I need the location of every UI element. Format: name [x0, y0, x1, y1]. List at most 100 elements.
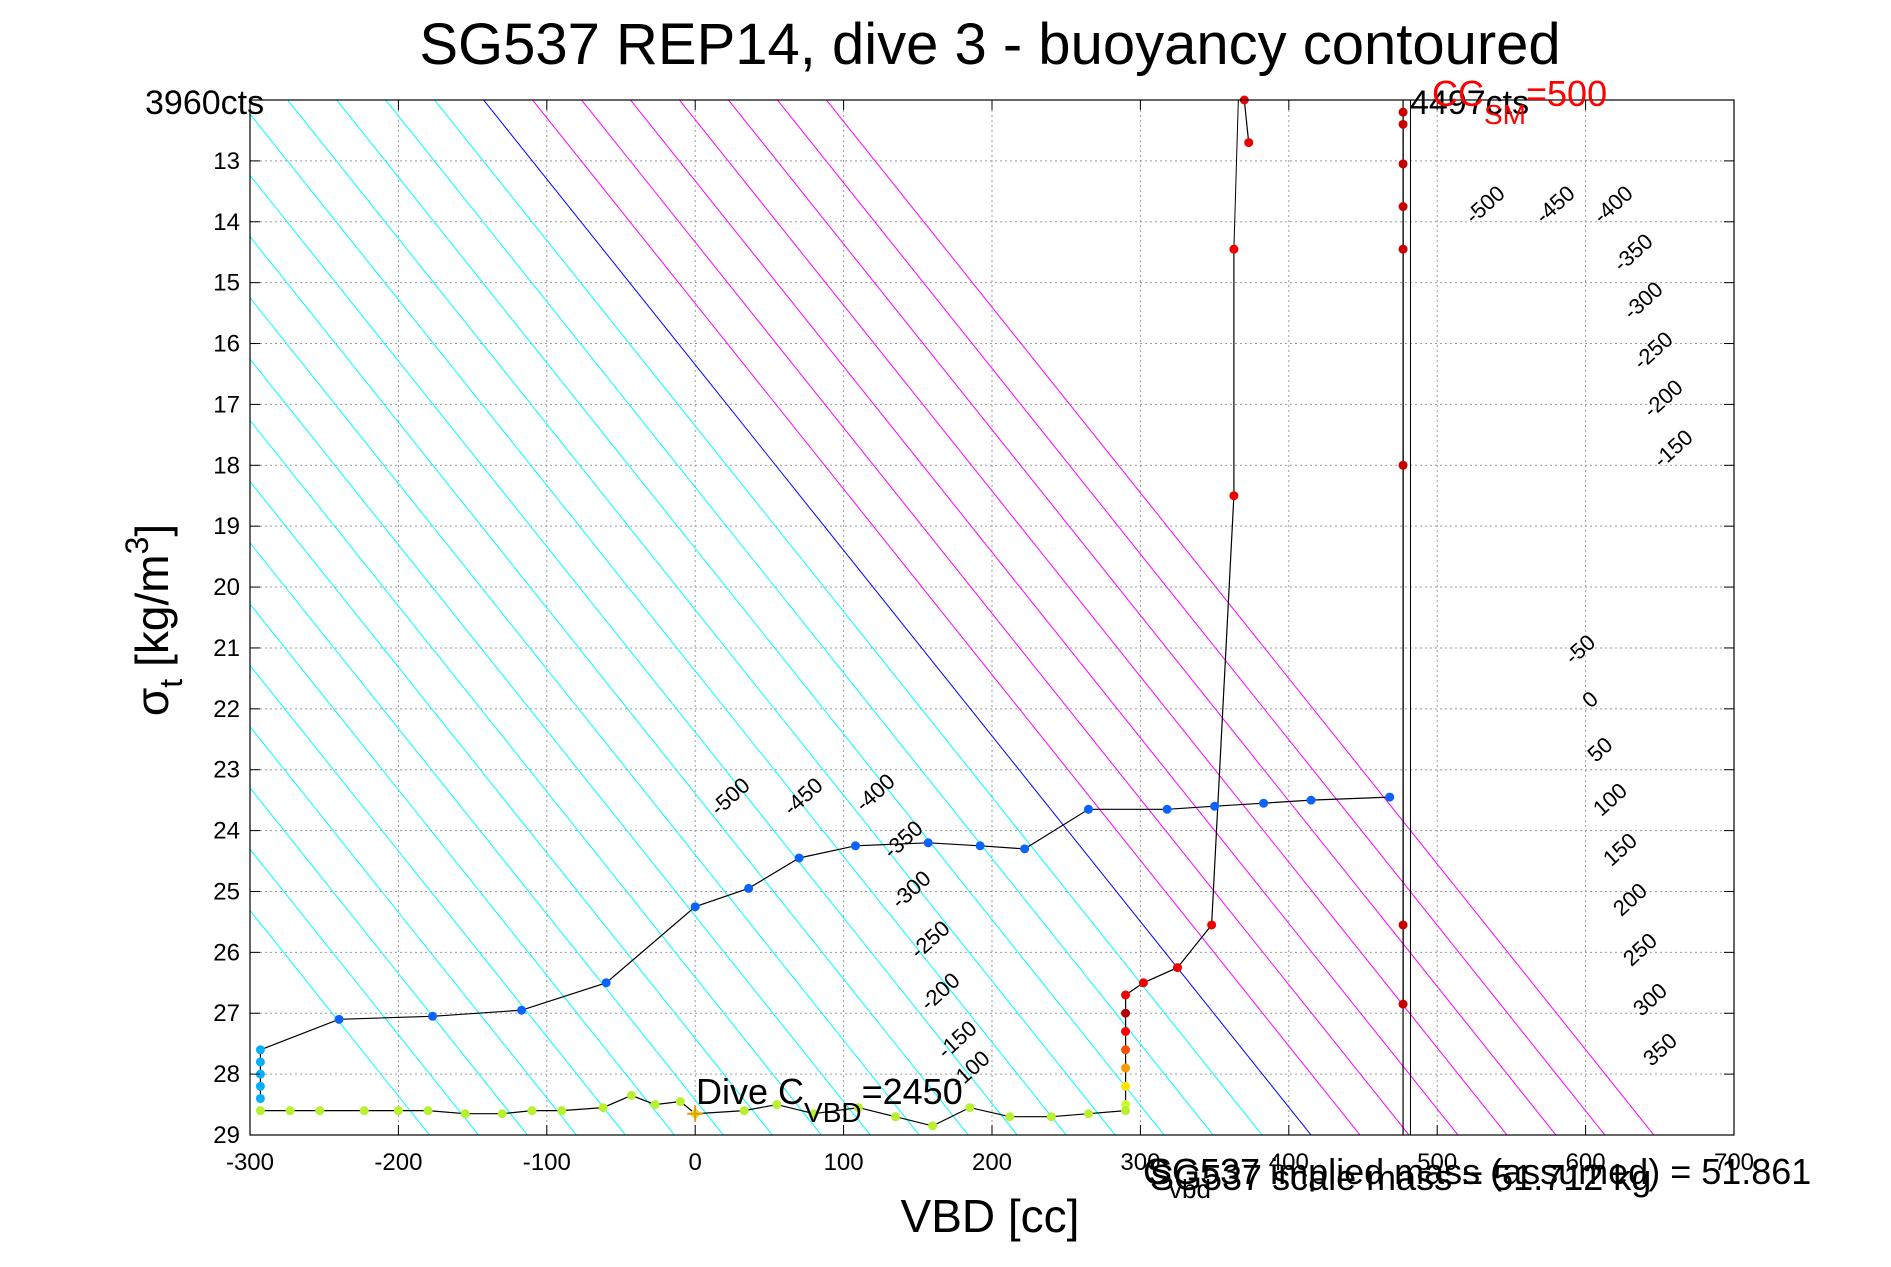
data-point-bottom	[965, 1103, 975, 1113]
y-tick-label: 15	[213, 270, 240, 297]
data-point-ascent	[1020, 844, 1030, 854]
data-point-ascent	[601, 978, 611, 988]
y-tick-label: 27	[213, 1000, 240, 1027]
y-axis-label-subscript: t	[153, 679, 189, 688]
data-point-vertical-line	[1398, 460, 1408, 470]
svg-text:σt[kg/m3]: σt [kg/m3]	[119, 524, 189, 716]
cc-sm-value: =500	[1526, 73, 1607, 114]
data-point-ascent	[1385, 792, 1395, 802]
data-point-vertical-line	[1398, 920, 1408, 930]
data-point-bottom	[809, 1109, 819, 1119]
y-tick-label: 29	[213, 1122, 240, 1149]
data-point-ascent	[334, 1014, 344, 1024]
contour-line	[250, 113, 1067, 1135]
data-point-bottom	[359, 1106, 369, 1116]
y-axis-label-superscript: 3	[119, 537, 155, 555]
track-bottom	[260, 1094, 1126, 1127]
x-tick-label: 300	[1120, 1149, 1160, 1176]
data-point-descent-upper	[1244, 138, 1254, 148]
axes: -300 -200 -100 0 100 200 300 400 500 600 700 13 14 15…	[213, 100, 1754, 1176]
x-tick-label: 500	[1417, 1149, 1457, 1176]
contour-line	[776, 100, 1606, 1135]
contour-line	[250, 848, 480, 1135]
contour-line	[250, 542, 725, 1135]
contour-line	[250, 603, 676, 1135]
y-tick-label: 26	[213, 939, 240, 966]
track-ascent	[259, 796, 1390, 1099]
y-tick-label: 16	[213, 331, 240, 358]
contour-line	[825, 100, 1655, 1135]
data-point-descent	[1121, 1008, 1131, 1018]
data-point-vertical-line	[1398, 159, 1408, 169]
data-point-descent	[1229, 491, 1239, 501]
data-point-descent	[1121, 990, 1131, 1000]
x-tick-label: 200	[972, 1149, 1012, 1176]
data-point-ascent	[428, 1011, 438, 1021]
contour-line	[433, 100, 1263, 1135]
data-point-descent	[1121, 1045, 1131, 1055]
contour-line	[629, 100, 1459, 1135]
data-point-ascent	[1083, 804, 1093, 814]
contour-line	[384, 100, 1214, 1135]
grid	[250, 100, 1734, 1135]
data-point-bottom	[1083, 1109, 1093, 1119]
x-tick-label: 600	[1566, 1149, 1606, 1176]
data-point-bottom	[891, 1112, 901, 1122]
y-tick-label: 13	[213, 148, 240, 175]
data-point-vertical-line	[1398, 202, 1408, 212]
contour-line	[250, 235, 969, 1135]
contour-line	[250, 909, 431, 1135]
y-axis-label-unit: [kg/m	[126, 554, 178, 666]
data-point-ascent	[794, 853, 804, 863]
right-counts-label: 4497cts	[1410, 84, 1529, 122]
y-tick-label: 18	[213, 452, 240, 479]
data-point-ascent	[517, 1005, 527, 1015]
dive-c-vbd-label: Dive CVBD=2450	[696, 1071, 963, 1128]
x-tick-label: 700	[1714, 1149, 1754, 1176]
y-tick-label: 25	[213, 878, 240, 905]
contour-line	[580, 100, 1410, 1135]
track-connector	[1233, 100, 1239, 250]
data-point-descent	[1229, 244, 1239, 254]
data-point-bottom	[1121, 1106, 1131, 1116]
data-point-bottom	[772, 1100, 782, 1110]
contour-line	[482, 100, 1312, 1135]
y-tick-label: 23	[213, 757, 240, 784]
x-tick-label: -200	[374, 1149, 422, 1176]
c-vbd-main: C	[1143, 1151, 1169, 1192]
dive-c-sub: VBD	[804, 1097, 862, 1128]
contour-line	[287, 100, 1116, 1135]
data-point-bottom	[598, 1103, 608, 1113]
data-point-ascent	[1306, 795, 1316, 805]
data-point-ascent	[255, 1045, 265, 1055]
data-point-vertical-line	[1398, 244, 1408, 254]
y-tick-label: 22	[213, 696, 240, 723]
x-axis-label: VBD [cc]	[901, 1190, 1080, 1242]
data-point-ascent	[850, 841, 860, 851]
y-tick-label: 17	[213, 391, 240, 418]
contour-line	[336, 100, 1165, 1135]
data-point-bottom	[315, 1106, 325, 1116]
data-point-bottom	[497, 1109, 507, 1119]
implied-mass-label: SG537 implied mass (assumed) = 51.861	[1148, 1151, 1811, 1192]
data-point-bottom	[650, 1100, 660, 1110]
y-tick-label: 20	[213, 574, 240, 601]
data-point-vertical-line	[1398, 107, 1408, 117]
data-point-descent	[1138, 978, 1148, 988]
contour-line	[250, 297, 920, 1135]
dive-c-value: =2450	[862, 1071, 963, 1112]
x-tick-label: -100	[523, 1149, 571, 1176]
data-point-descent	[1121, 1063, 1131, 1073]
left-counts-label: 3960cts	[145, 84, 264, 122]
data-point-descent	[1173, 963, 1182, 973]
data-point-bottom	[739, 1106, 749, 1116]
cc-sm-main: CC	[1432, 73, 1484, 114]
y-axis-label: σt [kg/m3]	[119, 524, 189, 716]
contour-line	[250, 725, 578, 1135]
data-point-descent	[1121, 1081, 1131, 1091]
contour-line	[678, 100, 1508, 1135]
data-point-ascent	[1162, 804, 1172, 814]
dive-c-main: Dive C	[696, 1071, 804, 1112]
